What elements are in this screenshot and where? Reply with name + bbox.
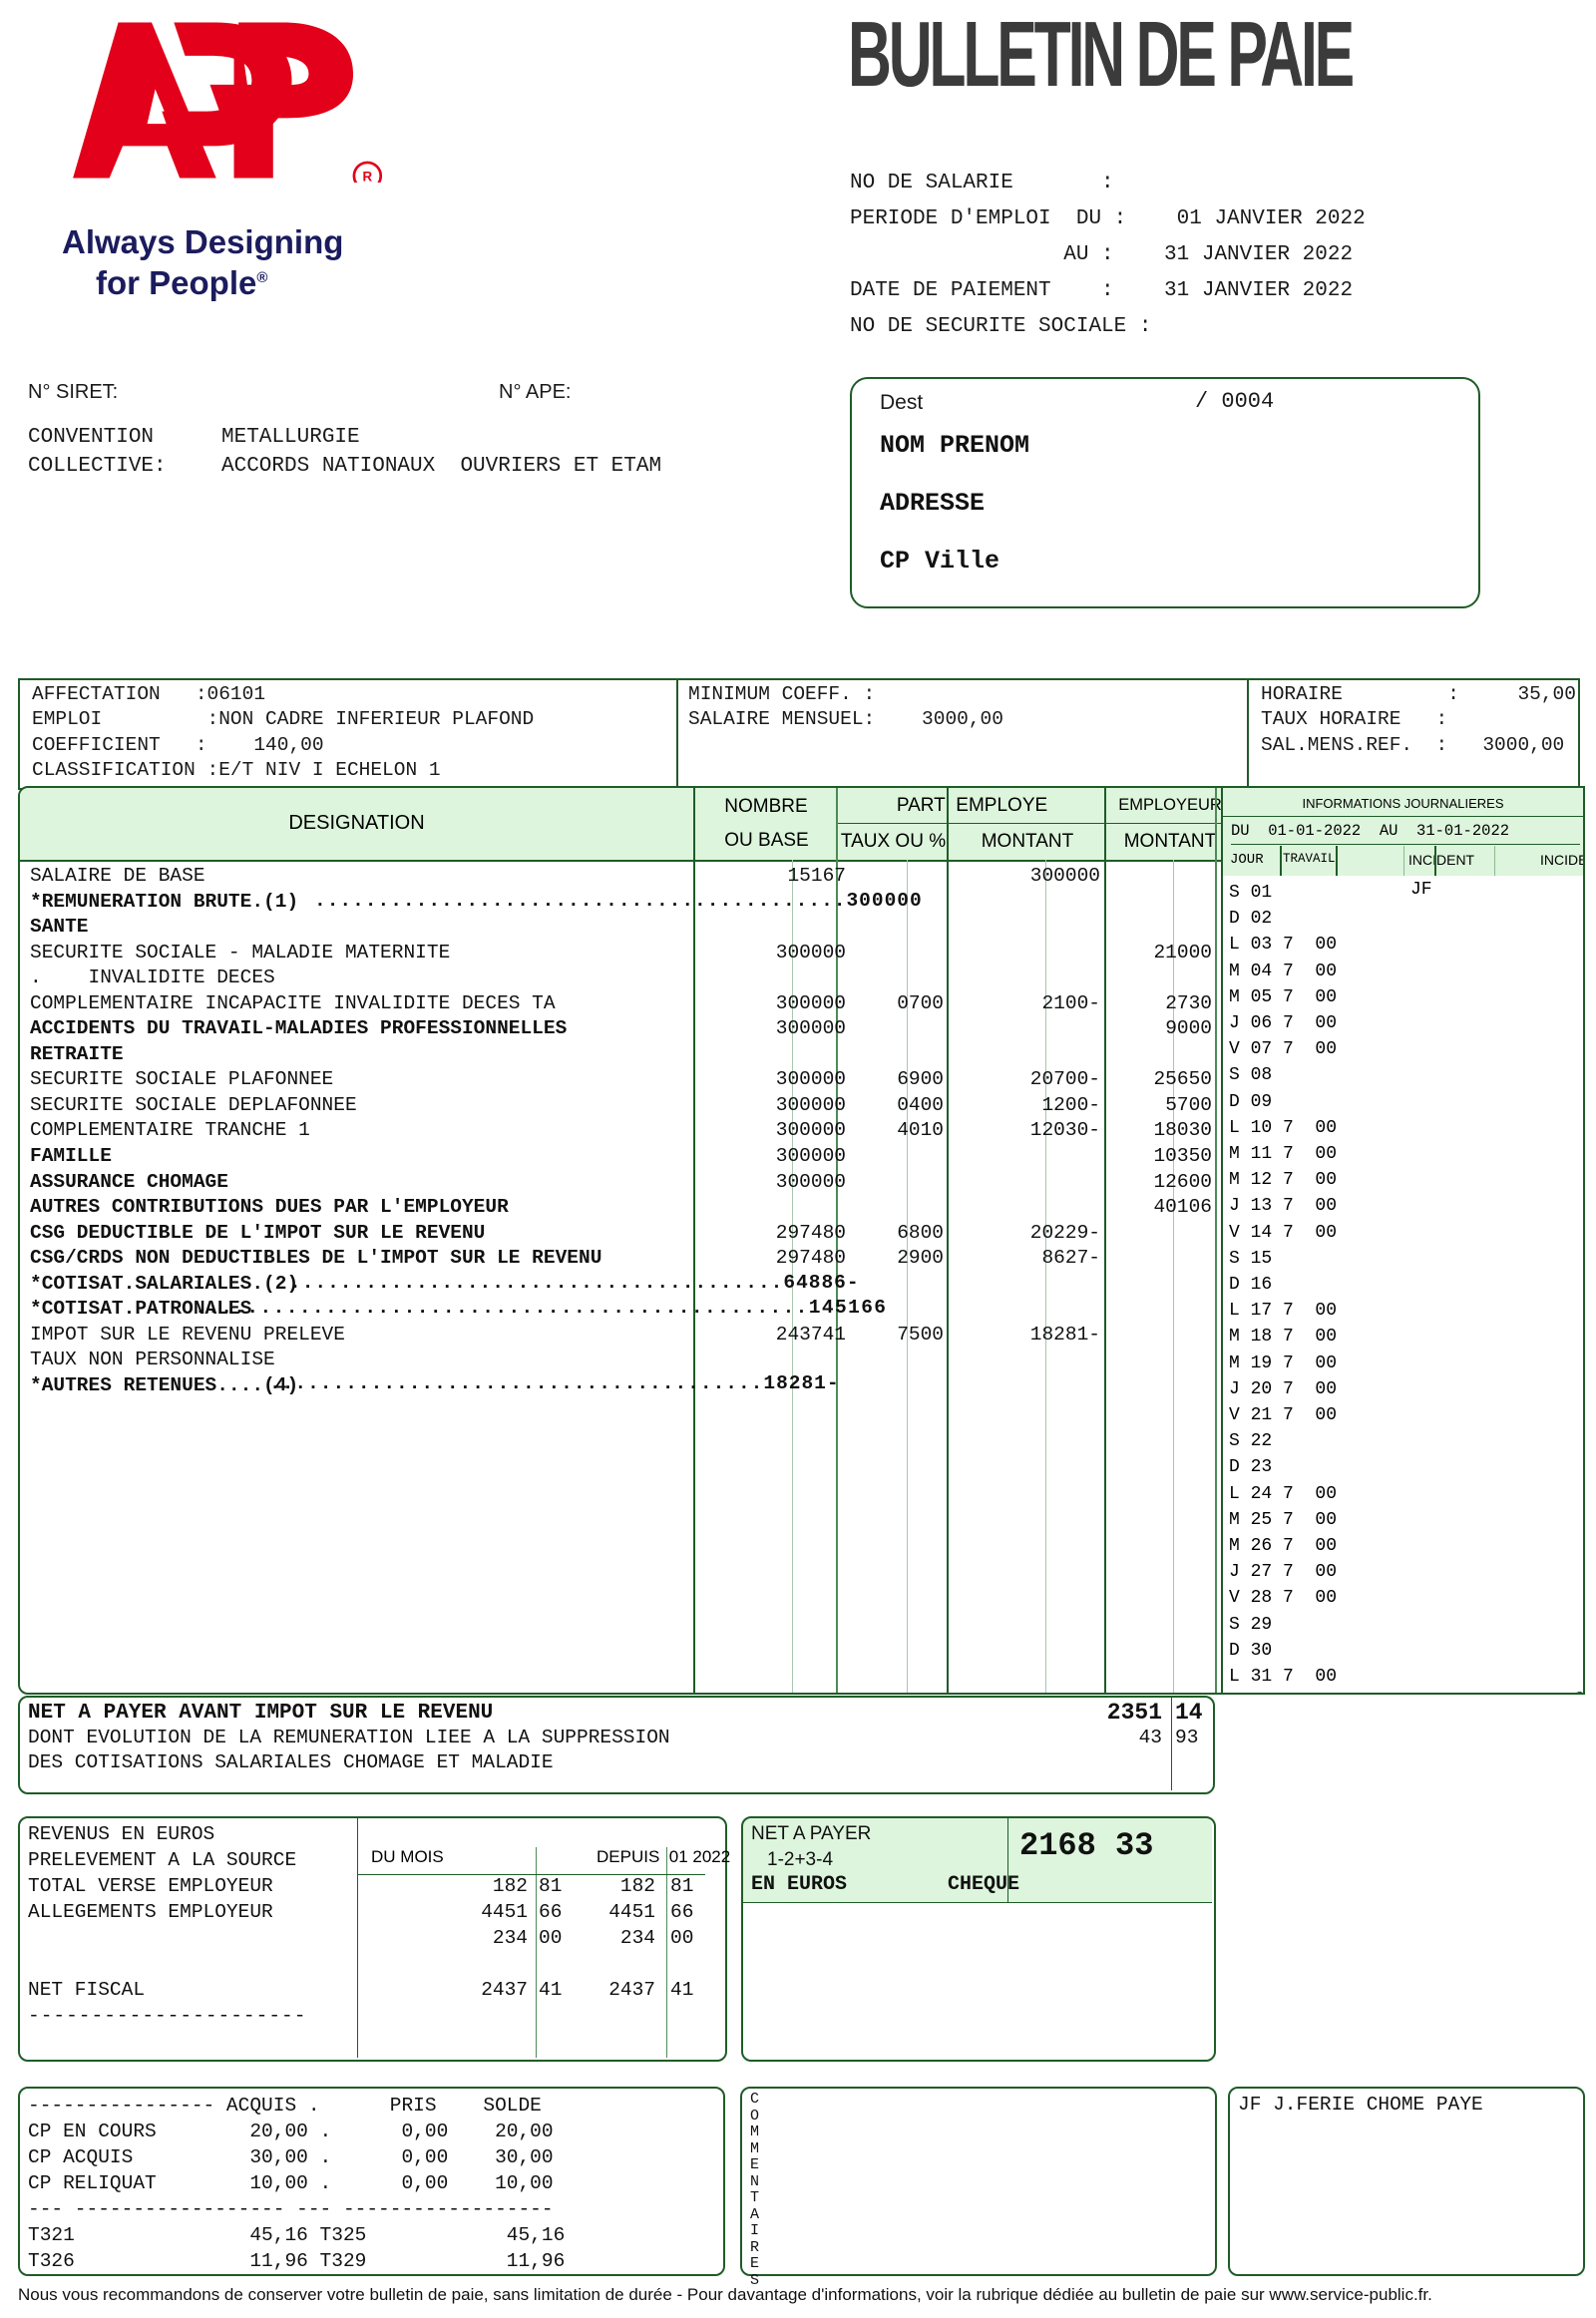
svg-text:R: R — [362, 170, 372, 183]
